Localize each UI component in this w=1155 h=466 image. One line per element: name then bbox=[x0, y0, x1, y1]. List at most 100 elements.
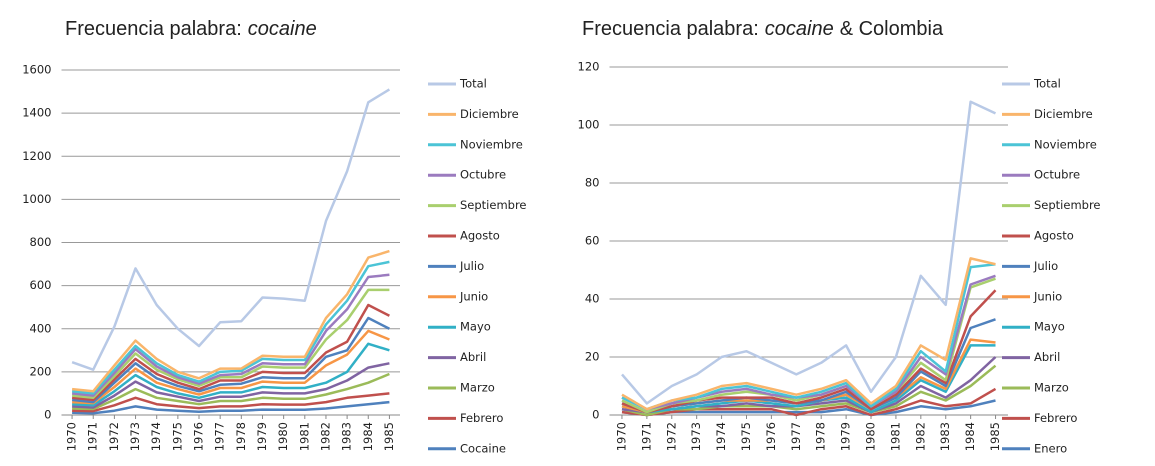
x-tick-label: 1971 bbox=[86, 422, 100, 451]
x-tick-label: 1980 bbox=[276, 422, 290, 451]
legend-label: Diciembre bbox=[1034, 107, 1093, 121]
y-tick-label: 120 bbox=[578, 60, 600, 74]
legend-label: Marzo bbox=[1034, 381, 1069, 395]
legend-label: Abril bbox=[1034, 350, 1060, 364]
x-tick-label: 1985 bbox=[988, 422, 1002, 451]
x-tick-label: 1979 bbox=[255, 422, 269, 451]
series-line bbox=[71, 249, 390, 393]
chart-title: Frecuencia palabra: cocaine bbox=[65, 18, 317, 40]
legend-label: Marzo bbox=[460, 381, 495, 395]
y-tick-label: 20 bbox=[585, 350, 600, 364]
legend-label: Agosto bbox=[460, 229, 500, 243]
legend-label: Noviembre bbox=[460, 137, 523, 151]
legend-label: Octubre bbox=[460, 168, 506, 182]
series-line bbox=[621, 364, 997, 417]
x-tick-label: 1975 bbox=[170, 422, 184, 451]
series-line bbox=[72, 342, 390, 407]
chart: Frecuencia palabra: cocaine 0 200 400 600 800 1… bbox=[22, 18, 526, 455]
y-tick-label: 0 bbox=[44, 408, 51, 422]
x-tick-label: 1982 bbox=[913, 422, 927, 451]
x-tick-label: 1979 bbox=[839, 422, 853, 451]
y-tick-label: 40 bbox=[585, 292, 600, 306]
series-line bbox=[72, 392, 390, 413]
y-tick-label: 1600 bbox=[22, 63, 51, 77]
y-tick-label: 60 bbox=[585, 234, 600, 248]
legend-label: Octubre bbox=[1034, 168, 1080, 182]
x-tick-label: 1978 bbox=[814, 422, 828, 451]
y-tick-label: 1000 bbox=[22, 192, 51, 206]
x-tick-label: 1981 bbox=[297, 422, 311, 451]
x-tick-label: 1982 bbox=[318, 422, 332, 451]
legend-label: Noviembre bbox=[1034, 137, 1097, 151]
x-tick-label: 1984 bbox=[963, 422, 977, 451]
y-tick-label: 200 bbox=[30, 364, 52, 378]
legend-label: Agosto bbox=[1034, 229, 1074, 243]
legend-label: Diciembre bbox=[460, 107, 519, 121]
legend-label: Junio bbox=[459, 289, 488, 303]
series-line bbox=[621, 100, 997, 405]
series-line bbox=[621, 289, 997, 414]
x-tick-label: 1983 bbox=[340, 422, 354, 451]
x-tick-label: 1976 bbox=[192, 422, 206, 451]
series-line bbox=[621, 274, 996, 411]
series-line bbox=[621, 277, 996, 414]
series-line bbox=[72, 372, 390, 411]
series-line bbox=[621, 318, 996, 414]
x-tick-label: 1972 bbox=[664, 422, 678, 451]
x-tick-label: 1970 bbox=[65, 422, 79, 451]
y-tick-label: 1200 bbox=[22, 149, 51, 163]
legend-label: Abril bbox=[460, 350, 486, 364]
chart: Frecuencia palabra: cocaine & Colombia 0 20 4… bbox=[578, 18, 1101, 455]
legend-label: Julio bbox=[1033, 259, 1058, 273]
legend-label: Total bbox=[1033, 77, 1061, 91]
legend-label: Mayo bbox=[1034, 320, 1065, 334]
legend-label: Cocaine bbox=[460, 441, 506, 455]
title-part: Frecuencia palabra: bbox=[65, 18, 242, 40]
y-tick-label: 800 bbox=[30, 235, 52, 249]
x-tick-label: 1981 bbox=[888, 422, 902, 451]
y-tick-label: 0 bbox=[592, 408, 599, 422]
x-tick-label: 1974 bbox=[714, 422, 728, 451]
series-line bbox=[621, 387, 997, 417]
x-tick-label: 1970 bbox=[614, 422, 628, 451]
title-part: Frecuencia palabra: bbox=[582, 18, 759, 40]
series-line bbox=[621, 257, 996, 411]
x-tick-label: 1974 bbox=[149, 422, 163, 451]
series-line bbox=[71, 88, 391, 371]
x-tick-label: 1977 bbox=[213, 422, 227, 451]
series-line bbox=[71, 288, 390, 400]
x-tick-label: 1985 bbox=[382, 422, 396, 451]
chart-title: Frecuencia palabra: cocaine & Colombia bbox=[582, 18, 944, 40]
x-tick-label: 1984 bbox=[361, 422, 375, 451]
legend-label: Enero bbox=[1034, 441, 1067, 455]
title-part: & Colombia bbox=[840, 18, 944, 40]
y-tick-label: 1400 bbox=[22, 106, 51, 120]
title-part: cocaine bbox=[765, 18, 834, 40]
x-tick-label: 1972 bbox=[107, 422, 121, 451]
series-line bbox=[71, 303, 390, 402]
series-line bbox=[71, 273, 390, 397]
series-line bbox=[72, 400, 390, 415]
series-line bbox=[71, 316, 390, 404]
legend-label: Septiembre bbox=[1034, 198, 1101, 212]
legend-label: Junio bbox=[1033, 289, 1062, 303]
legend-label: Febrero bbox=[1034, 411, 1077, 425]
x-tick-label: 1973 bbox=[689, 422, 703, 451]
title-part: cocaine bbox=[248, 18, 317, 40]
legend-label: Mayo bbox=[460, 320, 491, 334]
x-tick-label: 1978 bbox=[234, 422, 248, 451]
y-tick-label: 400 bbox=[30, 321, 52, 335]
y-tick-label: 80 bbox=[585, 176, 600, 190]
series-line bbox=[72, 362, 390, 409]
x-tick-label: 1980 bbox=[864, 422, 878, 451]
legend-label: Febrero bbox=[460, 411, 503, 425]
x-tick-label: 1971 bbox=[639, 422, 653, 451]
legend-label: Julio bbox=[459, 259, 484, 273]
x-tick-label: 1973 bbox=[128, 422, 142, 451]
series-line bbox=[72, 329, 390, 405]
y-tick-label: 600 bbox=[30, 278, 52, 292]
x-tick-label: 1975 bbox=[739, 422, 753, 451]
x-tick-label: 1976 bbox=[764, 422, 778, 451]
x-tick-label: 1983 bbox=[938, 422, 952, 451]
